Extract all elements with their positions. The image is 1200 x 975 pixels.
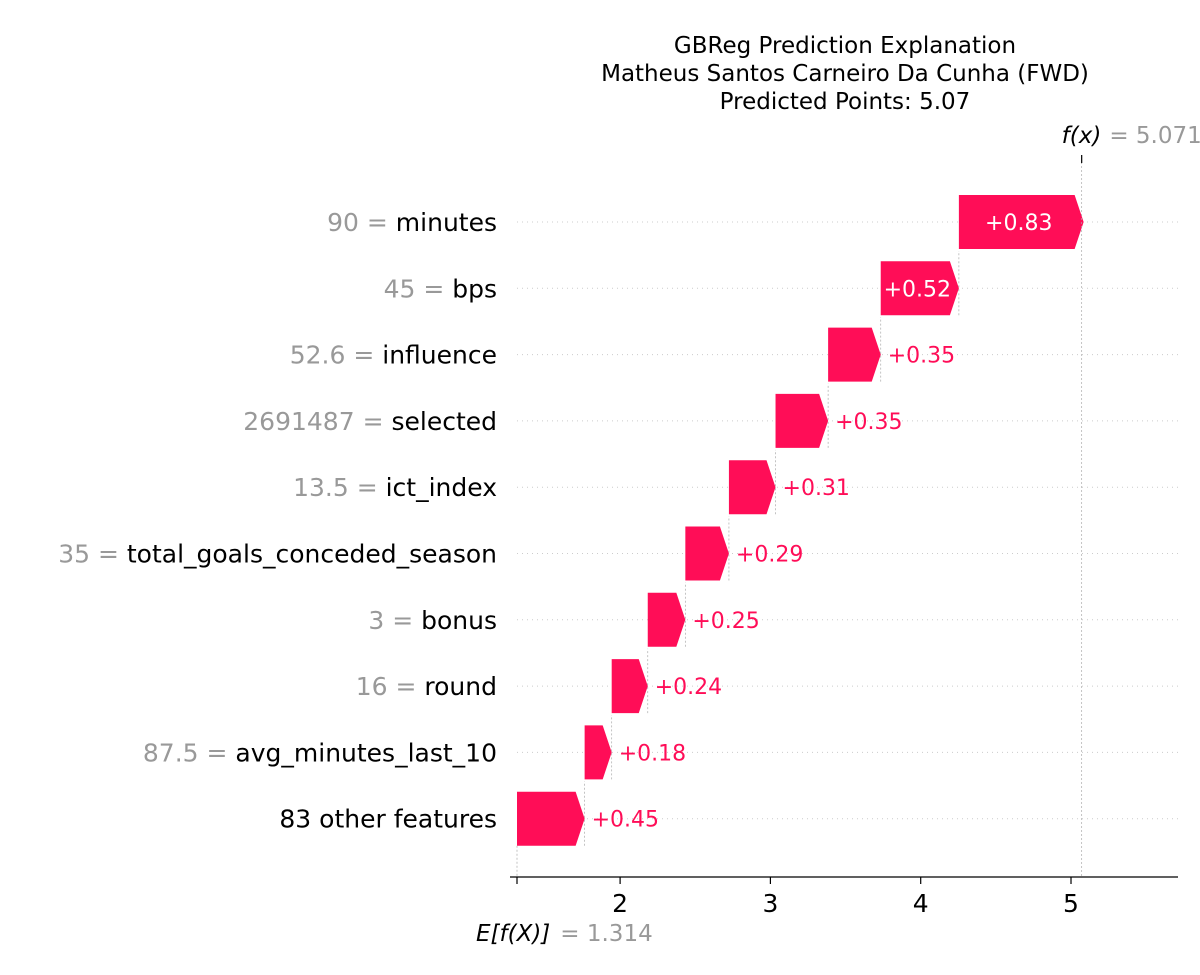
feature-label: 35 = total_goals_conceded_season: [58, 540, 497, 569]
feature-value: 52.6 =: [290, 341, 383, 370]
contribution-bar: [958, 195, 1084, 249]
connector-lines: [516, 251, 960, 877]
feature-label: 2691487 = selected: [243, 407, 497, 436]
feature-label: 16 = round: [356, 672, 497, 701]
feature-value: 16 =: [356, 672, 425, 701]
feature-value: 87.5 =: [143, 738, 236, 767]
contribution-bars: [517, 195, 1084, 846]
chart-title-line-2: Matheus Santos Carneiro Da Cunha (FWD): [601, 61, 1089, 87]
feature-label: 87.5 = avg_minutes_last_10: [143, 738, 497, 767]
bar-value-label: +0.31: [783, 476, 850, 501]
feature-name: bps: [452, 274, 497, 303]
feature-value: 3 =: [368, 606, 421, 635]
feature-name: avg_minutes_last_10: [235, 738, 497, 767]
output-annotation: f(x) = 5.071: [1062, 123, 1200, 149]
feature-label: 45 = bps: [384, 274, 497, 303]
feature-name: selected: [391, 407, 497, 436]
x-tick-label: 3: [762, 889, 778, 918]
feature-name: round: [424, 672, 497, 701]
feature-value: 45 =: [384, 274, 453, 303]
x-axis: 2 3 4 5: [510, 876, 1178, 918]
feature-name: total_goals_conceded_season: [127, 540, 497, 569]
chart-title-line-1: GBReg Prediction Explanation: [673, 33, 1017, 59]
contribution-bar: [828, 327, 881, 382]
feature-value: 13.5 =: [293, 473, 386, 502]
contribution-bar: [685, 526, 729, 581]
x-tick-label: 2: [612, 889, 628, 918]
bar-value-label: +0.25: [692, 609, 759, 634]
bar-value-label: +0.83: [985, 211, 1052, 236]
bar-value-label: +0.35: [888, 344, 955, 369]
x-tick-label: 5: [1063, 889, 1079, 918]
contribution-labels: +0.83 +0.52 +0.35 +0.35 +0.31 +0.29 +0.25 +0.24…: [592, 211, 1053, 833]
bar-value-label: +0.24: [655, 675, 722, 700]
row-gridlines: [517, 221, 1178, 820]
feature-name: influence: [382, 341, 497, 370]
feature-labels: 90 = minutes 45 = bps 52.6 = influence 2691…: [58, 208, 497, 834]
contribution-bar: [517, 791, 585, 846]
contribution-bar: [647, 592, 686, 647]
reference-annotations: f(x) = 5.071 E[f(X)] = 1.314: [476, 123, 1200, 947]
feature-label: 3 = bonus: [368, 606, 497, 635]
bar-value-label: +0.18: [619, 741, 686, 766]
feature-name: bonus: [421, 606, 497, 635]
base-label: E[f(X)]: [476, 921, 550, 947]
contribution-bar: [728, 460, 776, 515]
feature-value: 2691487 =: [243, 407, 391, 436]
chart-title-line-3: Predicted Points: 5.07: [719, 89, 971, 115]
feature-label: 90 = minutes: [327, 208, 497, 237]
output-label: f(x): [1062, 123, 1102, 149]
feature-value: 90 =: [327, 208, 396, 237]
contribution-bar: [775, 393, 829, 448]
bar-value-label: +0.45: [592, 808, 659, 833]
contribution-bar: [880, 261, 959, 316]
feature-label: 52.6 = influence: [290, 341, 497, 370]
bar-value-label: +0.29: [736, 543, 803, 568]
feature-name: ict_index: [386, 473, 497, 502]
bar-value-label: +0.52: [884, 277, 951, 302]
feature-name: minutes: [396, 208, 497, 237]
feature-name: 83 other features: [279, 805, 497, 834]
base-value: = 1.314: [560, 921, 652, 947]
feature-label: 83 other features: [279, 805, 497, 834]
x-tick-label: 4: [913, 889, 929, 918]
feature-label: 13.5 = ict_index: [293, 473, 497, 502]
contribution-bar: [611, 659, 648, 714]
feature-value: 35 =: [58, 540, 127, 569]
base-annotation: E[f(X)] = 1.314: [476, 921, 653, 947]
bar-value-label: +0.35: [835, 410, 902, 435]
output-value: = 5.071: [1109, 123, 1200, 149]
contribution-bar: [584, 725, 612, 780]
